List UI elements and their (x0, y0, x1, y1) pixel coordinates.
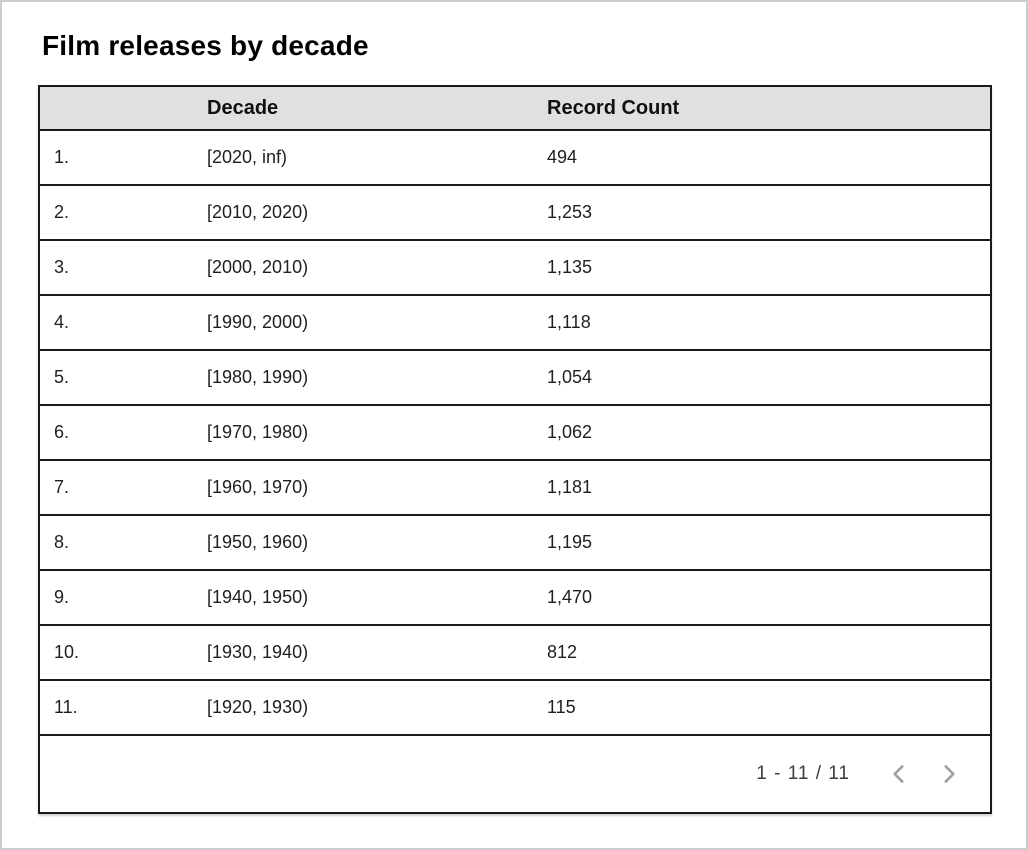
row-index: 7. (54, 477, 70, 498)
pagination-range: 1 - 11 / 11 (756, 763, 850, 785)
chevron-right-icon (936, 761, 962, 787)
row-count: 812 (547, 642, 578, 663)
row-decade: [1920, 1930) (207, 697, 309, 718)
chevron-left-icon (886, 761, 912, 787)
table-row: 2. [2010, 2020) 1,253 (40, 184, 990, 240)
row-count: 1,195 (547, 532, 593, 553)
row-decade: [1990, 2000) (207, 312, 309, 333)
row-count: 1,470 (547, 587, 593, 608)
table-row: 6. [1970, 1980) 1,062 (40, 404, 990, 460)
table-row: 10. [1930, 1940) 812 (40, 624, 990, 680)
row-decade: [1930, 1940) (207, 642, 309, 663)
row-count: 1,181 (547, 477, 593, 498)
table-row: 3. [2000, 2010) 1,135 (40, 239, 990, 295)
row-decade: [1960, 1970) (207, 477, 309, 498)
table-row: 5. [1980, 1990) 1,054 (40, 349, 990, 405)
row-index: 3. (54, 257, 70, 278)
row-index: 5. (54, 367, 70, 388)
row-count: 1,054 (547, 367, 593, 388)
row-count: 1,062 (547, 422, 593, 443)
row-index: 1. (54, 147, 70, 168)
next-page-button[interactable] (924, 750, 974, 798)
table-row: 7. [1960, 1970) 1,181 (40, 459, 990, 515)
row-count: 1,253 (547, 202, 593, 223)
row-count: 115 (547, 697, 576, 718)
prev-page-button[interactable] (874, 750, 924, 798)
row-count: 494 (547, 147, 578, 168)
table-row: 1. [2020, inf) 494 (40, 129, 990, 185)
row-decade: [1970, 1980) (207, 422, 309, 443)
row-index: 4. (54, 312, 70, 333)
header-cell-record-count[interactable]: Record Count (547, 96, 680, 119)
page-title: Film releases by decade (42, 30, 369, 61)
row-index: 2. (54, 202, 70, 223)
row-count: 1,135 (547, 257, 593, 278)
table-header-row: Decade Record Count (40, 87, 990, 130)
table-row: 9. [1940, 1950) 1,470 (40, 569, 990, 625)
table-footer: 1 - 11 / 11 (40, 734, 990, 813)
table-row: 8. [1950, 1960) 1,195 (40, 514, 990, 570)
row-decade: [1950, 1960) (207, 532, 309, 553)
table-row: 11. [1920, 1930) 115 (40, 679, 990, 735)
header-cell-decade[interactable]: Decade (207, 96, 279, 119)
row-decade: [1980, 1990) (207, 367, 309, 388)
table-card: Decade Record Count 1. [2020, inf) 494 2… (38, 85, 992, 815)
row-index: 9. (54, 587, 70, 608)
row-index: 10. (54, 642, 80, 663)
row-index: 8. (54, 532, 70, 553)
row-decade: [1940, 1950) (207, 587, 309, 608)
row-count: 1,118 (547, 312, 591, 333)
row-decade: [2020, inf) (207, 147, 288, 168)
row-index: 6. (54, 422, 70, 443)
row-decade: [2000, 2010) (207, 257, 309, 278)
table-row: 4. [1990, 2000) 1,118 (40, 294, 990, 350)
row-decade: [2010, 2020) (207, 202, 309, 223)
row-index: 11. (54, 697, 78, 718)
